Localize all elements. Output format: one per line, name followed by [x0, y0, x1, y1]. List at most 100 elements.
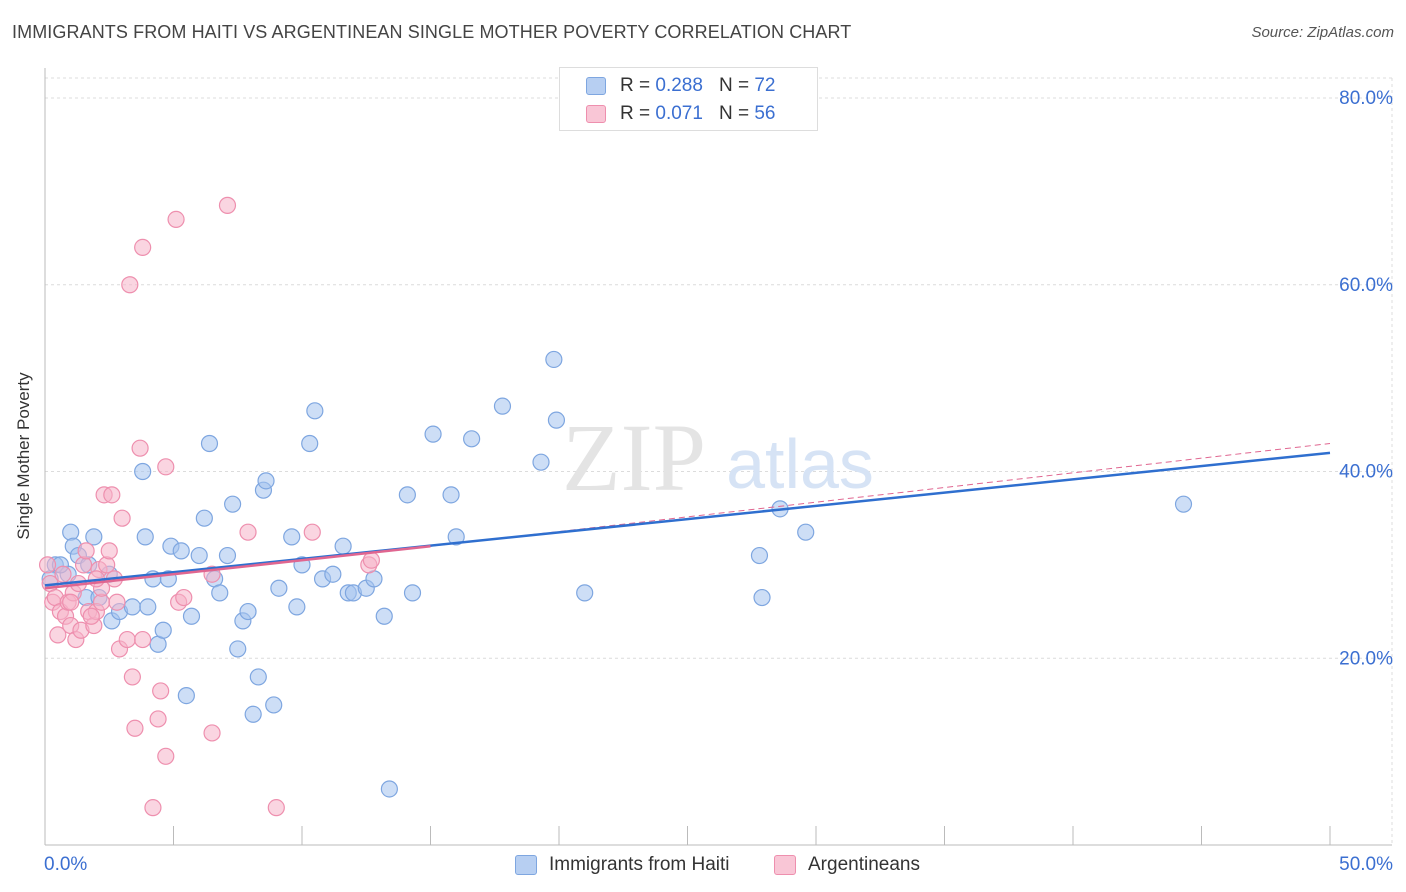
legend-swatch-argentineans	[586, 105, 606, 123]
argentinean-point	[157, 458, 175, 476]
haiti-point	[493, 397, 512, 415]
argentinean-point	[98, 556, 116, 574]
haiti-point	[398, 486, 416, 504]
haiti-point	[265, 696, 283, 714]
watermark: ZIP atlas	[562, 404, 874, 511]
legend-n-value-argentineans: 56	[754, 103, 776, 124]
legend-swatch-haiti	[586, 77, 606, 95]
haiti-point	[532, 453, 550, 471]
legend-r-value-argentineans: 0.071	[655, 103, 703, 124]
watermark-atlas: atlas	[726, 425, 874, 503]
haiti-point	[224, 495, 242, 513]
argentinean-point	[134, 238, 152, 257]
haiti-trend-line	[44, 451, 1331, 587]
haiti-point	[154, 621, 172, 639]
argentinean-point	[113, 509, 131, 527]
argentinean-point	[134, 630, 152, 649]
argentinean-point	[239, 523, 257, 541]
haiti-point	[424, 425, 442, 443]
haiti-point	[270, 579, 288, 597]
y-tick-label: 80.0%	[1339, 88, 1393, 109]
series-legend-haiti: Immigrants from Haiti	[515, 852, 730, 878]
legend-n-label: N =	[718, 103, 750, 124]
argentinean-point	[108, 593, 126, 611]
argentinean-point	[303, 523, 321, 541]
source-credit: Source: ZipAtlas.com	[1251, 24, 1394, 41]
haiti-point	[134, 462, 152, 481]
haiti-point	[139, 598, 157, 616]
correlation-legend: R = 0.288 N = 72 R = 0.071 N = 56	[559, 67, 818, 131]
haiti-point	[324, 565, 342, 583]
argentinean-point	[54, 565, 72, 583]
argentinean-point	[267, 799, 285, 817]
argentinean-point	[175, 588, 193, 607]
series-legend-swatch-haiti	[515, 855, 537, 875]
argentinean-point	[203, 724, 221, 742]
legend-n-label: N =	[718, 75, 750, 96]
haiti-point	[463, 430, 481, 448]
haiti-point	[306, 402, 324, 420]
argentinean-point	[167, 210, 185, 228]
legend-row-argentineans: R = 0.071 N = 56	[586, 101, 775, 127]
argentinean-point	[149, 710, 167, 728]
argentinean-point	[218, 196, 237, 214]
haiti-point	[334, 537, 352, 555]
series-legend-swatch-argentineans	[774, 855, 796, 875]
y-tick-label: 40.0%	[1339, 462, 1393, 483]
chart-title: IMMIGRANTS FROM HAITI VS ARGENTINEAN SIN…	[12, 22, 852, 42]
argentinean-point	[62, 593, 80, 611]
argentinean-point	[157, 747, 175, 765]
haiti-point	[218, 546, 237, 565]
argentinean-point	[131, 439, 149, 457]
argentinean-point	[362, 551, 380, 569]
haiti-point	[283, 528, 301, 546]
haiti-point	[380, 780, 398, 798]
y-axis-label-wrap: Single Mother Poverty	[14, 372, 34, 539]
haiti-point	[750, 546, 769, 565]
legend-row-haiti: R = 0.288 N = 72	[586, 73, 775, 99]
argentinean-point	[152, 682, 170, 700]
argentinean-point	[49, 626, 67, 644]
trend-lines	[44, 442, 1331, 590]
haiti-point	[547, 411, 566, 429]
haiti-point	[177, 687, 195, 705]
haiti-point	[288, 598, 306, 616]
haiti-point	[190, 546, 208, 565]
haiti-point	[753, 588, 771, 607]
argentinean-point	[118, 630, 136, 649]
axes	[44, 68, 1392, 846]
argentinean-trend-line	[44, 544, 431, 590]
argentinean-point	[74, 556, 93, 574]
argentinean-point	[121, 276, 139, 294]
argentinean-point	[100, 542, 118, 560]
haiti-point	[244, 705, 262, 723]
haiti-point	[182, 607, 201, 625]
tick-labels: 20.0% 40.0% 60.0% 80.0% 0.0% 50.0%	[44, 88, 1393, 875]
haiti-point	[301, 434, 319, 453]
haiti-point	[172, 542, 190, 560]
haiti-point	[85, 528, 103, 546]
legend-r-label: R =	[620, 75, 651, 96]
haiti-point	[576, 584, 594, 602]
x-tick-label-min: 0.0%	[44, 854, 87, 875]
series-legend-label-haiti: Immigrants from Haiti	[549, 854, 730, 875]
haiti-point	[229, 640, 247, 658]
haiti-point	[200, 434, 219, 453]
haiti-point	[442, 486, 460, 504]
haiti-point	[136, 528, 154, 546]
argentinean-point	[82, 607, 100, 625]
argentinean-point	[126, 719, 144, 737]
argentinean-point	[103, 486, 121, 504]
haiti-point	[249, 668, 267, 686]
grid-lines	[45, 77, 1393, 845]
series-legend-label-argentineans: Argentineans	[808, 854, 920, 875]
haiti-point	[195, 509, 213, 527]
legend-n-value-haiti: 72	[754, 75, 776, 96]
series-legend-argentineans: Argentineans	[774, 852, 920, 878]
y-tick-label: 60.0%	[1339, 275, 1393, 296]
haiti-point	[447, 528, 465, 546]
haiti-point	[62, 523, 80, 541]
haiti-point	[123, 598, 141, 616]
legend-r-value-haiti: 0.288	[655, 75, 703, 96]
